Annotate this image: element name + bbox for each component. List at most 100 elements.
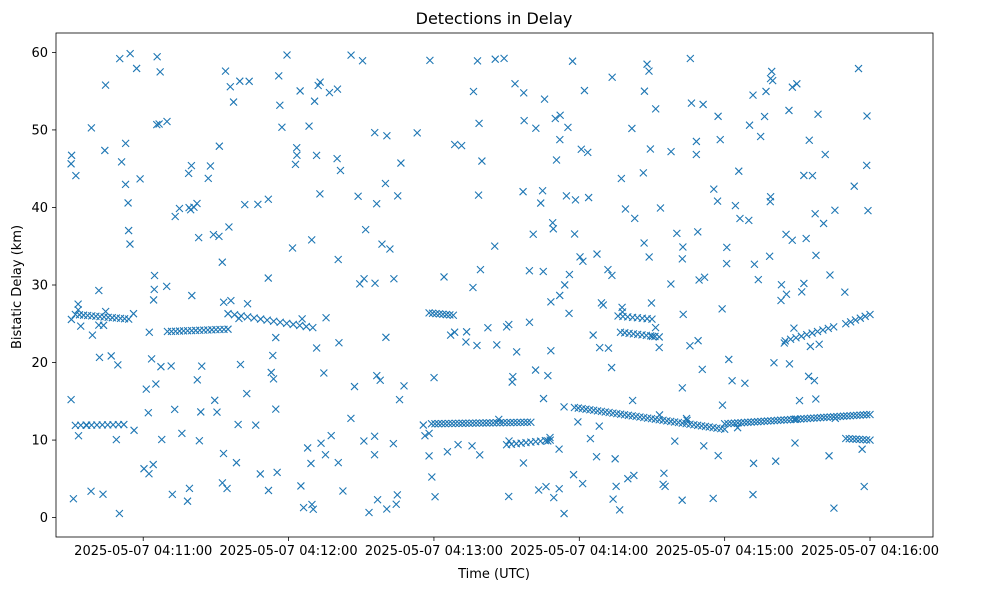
data-point-marker [472,419,480,427]
chart-title: Detections in Delay [416,9,573,28]
data-point-marker [806,342,815,351]
data-point-marker [862,435,871,444]
data-point-marker [623,474,632,483]
data-point-marker [576,252,584,261]
data-point-marker [444,419,453,428]
data-point-marker [492,341,501,349]
data-point-marker [831,414,840,423]
data-point-marker [163,117,171,126]
data-point-marker [307,459,315,468]
data-point-marker [543,371,552,380]
data-point-marker [808,329,817,337]
data-point-marker [435,310,444,318]
data-point-marker [578,479,587,488]
data-point-marker [218,258,227,267]
data-point-marker [647,299,656,307]
data-point-marker [718,401,727,409]
data-point-marker [863,112,871,120]
data-point-marker [546,433,554,442]
data-point-marker [256,470,265,478]
data-point-marker [475,450,484,459]
data-point-marker [718,304,727,313]
data-point-marker [736,214,744,223]
data-point-marker [502,418,511,427]
data-point-marker [289,320,298,329]
data-point-marker [829,322,838,331]
data-point-marker [849,411,858,420]
data-point-marker [568,57,577,66]
data-point-marker [651,104,660,113]
data-point-marker [816,413,825,422]
data-point-marker [225,223,233,231]
data-point-marker [577,145,586,154]
data-point-marker [687,99,696,107]
data-point-marker [371,279,379,288]
data-point-marker [372,371,381,380]
data-point-marker [94,286,103,295]
data-point-marker [150,271,159,280]
data-point-marker [226,82,235,91]
data-point-marker [451,419,460,428]
data-point-marker [621,205,630,213]
data-point-marker [819,326,827,334]
data-point-marker [322,313,330,322]
data-point-marker [269,317,278,326]
y-tick-label: 50 [31,123,48,138]
data-point-marker [791,439,799,447]
data-point-marker [336,166,345,175]
data-point-marker [722,259,731,268]
data-point-marker [604,344,613,353]
data-point-marker [273,468,282,477]
data-point-marker [145,328,154,337]
data-point-marker [754,275,763,284]
data-point-marker [126,49,135,58]
data-point-marker [733,423,742,432]
data-point-marker [82,421,91,430]
data-point-marker [439,310,447,319]
data-point-marker [604,265,612,274]
data-point-marker [709,494,718,503]
data-point-marker [450,328,459,337]
data-point-marker [770,358,778,367]
data-point-marker [813,327,822,336]
data-point-marker [519,88,528,97]
data-point-marker [776,416,785,425]
data-point-marker [489,418,498,427]
data-point-marker [692,137,701,146]
data-point-marker [431,492,439,501]
data-point-marker [526,418,535,427]
data-point-marker [157,362,165,371]
data-point-marker [132,64,141,73]
data-point-marker [126,240,134,248]
data-point-marker [215,232,223,241]
data-point-marker [445,311,454,319]
data-point-marker [762,87,770,96]
data-point-marker [151,380,160,388]
data-point-marker [87,487,95,496]
data-point-marker [555,484,564,493]
data-point-marker [149,296,158,304]
data-point-marker [724,419,732,428]
data-point-marker [814,110,822,119]
data-point-marker [450,140,459,149]
data-point-marker [153,52,162,61]
data-point-marker [206,162,215,170]
data-point-marker [584,193,593,202]
data-point-marker [640,87,649,96]
data-point-marker [372,199,381,208]
data-point-marker [187,161,196,170]
y-tick-label: 20 [31,356,48,371]
data-point-marker [275,101,284,110]
data-point-marker [448,419,456,428]
data-point-marker [74,431,83,440]
data-point-marker [421,431,429,440]
data-point-marker [555,445,563,454]
data-point-marker [790,415,798,424]
data-point-marker [434,419,443,428]
data-point-marker [593,250,601,258]
data-point-marker [811,395,820,403]
data-point-marker [168,490,177,499]
data-point-marker [825,451,833,460]
data-point-marker [171,212,180,221]
data-point-marker [218,479,227,487]
